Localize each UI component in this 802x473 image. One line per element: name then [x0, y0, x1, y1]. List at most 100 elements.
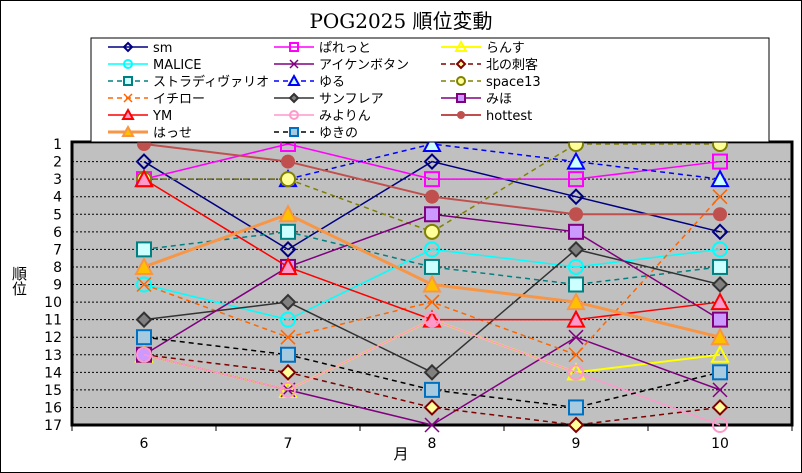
y-tick-label: 11 [44, 313, 62, 329]
marker-x [568, 347, 584, 363]
legend-label: space13 [486, 75, 541, 90]
marker-square [712, 311, 728, 328]
marker-x [424, 294, 440, 310]
legend-item: みよりん [274, 109, 371, 124]
marker-diamond [279, 293, 297, 311]
marker-triangle [566, 151, 586, 170]
marker-circle [136, 276, 152, 293]
y-tick-label: 5 [53, 207, 62, 223]
marker-square [568, 171, 584, 188]
marker-square [136, 329, 152, 346]
marker-triangle [710, 169, 730, 188]
marker-triangle [710, 344, 730, 363]
legend-label: hottest [486, 109, 532, 124]
y-axis-label: 順位 [10, 266, 28, 296]
legend-label: はっせ [153, 126, 192, 141]
marker-triangle [710, 327, 730, 346]
y-tick-label: 15 [44, 383, 62, 399]
y-tick-label: 9 [53, 278, 62, 294]
series-10 [135, 240, 729, 381]
marker-diamond [567, 240, 585, 258]
marker-square [568, 223, 584, 240]
marker-diamond [423, 399, 441, 416]
y-tick-label: 16 [44, 400, 62, 416]
legend-label: サンフレア [319, 92, 384, 107]
marker-circle [712, 241, 728, 258]
y-tick-label: 3 [53, 172, 62, 188]
marker-triangle [287, 73, 301, 86]
series-line [143, 160, 721, 251]
legend-item: ストラディヴァリオ [108, 74, 269, 90]
marker-triangle [566, 309, 586, 328]
legend-label: みよりん [319, 109, 371, 124]
x-tick-label: 6 [140, 436, 149, 452]
marker-diamond [279, 240, 297, 258]
marker-square [712, 364, 728, 381]
marker-square [712, 258, 728, 275]
marker-square [123, 76, 133, 86]
legend-label: ストラディヴァリオ [153, 74, 269, 90]
y-tick-label: 2 [53, 155, 62, 171]
x-axis-label: 月 [393, 445, 408, 463]
marker-triangle [278, 256, 298, 275]
legend-item: みほ [441, 92, 512, 107]
legend-label: MALICE [153, 58, 201, 73]
chart-title: POG2025 順位変動 [309, 9, 492, 33]
legend-item: イチロー [108, 92, 205, 107]
series-16 [136, 329, 728, 416]
marker-triangle [422, 274, 442, 293]
series-15 [134, 204, 730, 346]
marker-diamond [711, 399, 729, 416]
x-tick-label: 9 [572, 436, 581, 452]
marker-diamond [135, 153, 153, 170]
y-tick-label: 17 [44, 418, 62, 434]
legend-item: sm [108, 41, 172, 56]
marker-diamond [567, 188, 585, 206]
marker-circle [568, 258, 584, 275]
series-13 [136, 311, 728, 433]
marker-triangle [121, 124, 135, 137]
x-tick-label: 7 [284, 436, 293, 452]
marker-circle [136, 346, 152, 363]
legend-label: イチロー [153, 92, 205, 107]
marker-x [424, 417, 440, 433]
marker-triangle [566, 291, 586, 311]
legend-label: みほ [486, 92, 512, 107]
legend-label: YM [152, 109, 172, 124]
marker-x [136, 276, 152, 293]
legend-box [90, 37, 770, 143]
y-tick-label: 13 [44, 348, 62, 364]
marker-circle [280, 171, 296, 188]
legend-item: hottest [441, 109, 532, 124]
marker-x [123, 93, 133, 103]
marker-diamond [455, 58, 467, 70]
marker-square [424, 381, 440, 398]
marker-circle [280, 381, 296, 398]
x-tick-label: 8 [428, 436, 437, 452]
legend-item: らんす [441, 39, 525, 56]
series-line [143, 354, 721, 426]
marker-diamond [122, 41, 134, 53]
marker-diamond [567, 416, 585, 434]
marker-square [136, 241, 152, 258]
marker-diamond [288, 92, 300, 104]
marker-square [712, 153, 728, 170]
y-tick-label: 7 [53, 242, 62, 258]
series-9 [136, 189, 728, 363]
legend-item: ゆきの [274, 126, 358, 141]
marker-triangle [134, 256, 154, 275]
legend-label: らんす [486, 41, 525, 56]
y-tick-label: 8 [53, 260, 62, 276]
legend-label: アイケンボタン [319, 58, 409, 73]
marker-circle [123, 59, 133, 69]
y-tick-label: 14 [44, 365, 62, 381]
legend-item: MALICE [108, 58, 201, 73]
marker-circle [424, 311, 440, 328]
marker-dot [713, 207, 727, 222]
marker-square [424, 171, 440, 188]
marker-square [456, 93, 466, 103]
marker-circle [568, 364, 584, 381]
marker-x [289, 59, 299, 69]
